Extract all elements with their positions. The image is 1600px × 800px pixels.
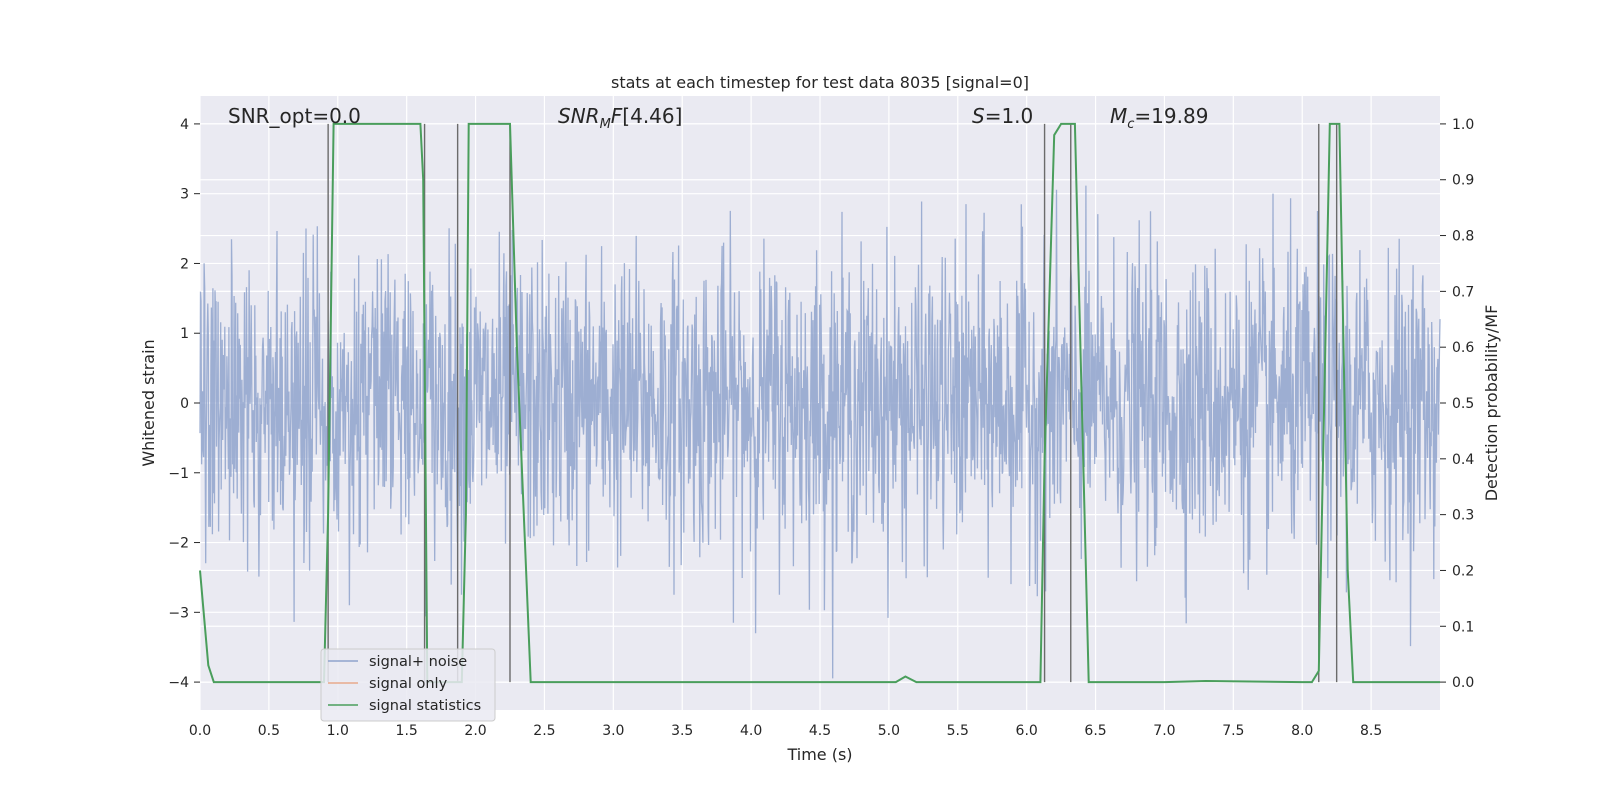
legend-label-noise: signal+ noise	[369, 654, 467, 670]
y-tick-label: 0	[180, 396, 189, 412]
x-tick-label: 3.0	[602, 723, 624, 739]
signal-noise-series	[199, 185, 1441, 679]
y2-tick-label: 0.0	[1452, 675, 1474, 691]
y-axis-label: Whitened strain	[139, 339, 158, 466]
y2-tick-label: 0.3	[1452, 508, 1474, 524]
y-tick-label: −2	[168, 536, 189, 552]
x-tick-label: 2.0	[464, 723, 486, 739]
y2-tick-label: 0.4	[1452, 452, 1474, 468]
x-tick-label: 0.0	[189, 723, 211, 739]
y-tick-label: 2	[180, 256, 189, 272]
y2-tick-label: 1.0	[1452, 117, 1474, 133]
y2-tick-label: 0.1	[1452, 619, 1474, 635]
x-tick-label: 6.0	[1016, 723, 1038, 739]
x-tick-label: 2.5	[533, 723, 555, 739]
x-ticks: 0.0 0.5 1.0 1.5 2.0 2.5 3.0 3.5 4.0 4.5 5.0 5.5 6.0 6…	[189, 723, 1382, 739]
x-tick-label: 7.5	[1222, 723, 1244, 739]
y2-tick-label: 0.2	[1452, 563, 1474, 579]
y2-tick-label: 0.8	[1452, 229, 1474, 245]
y2-tick-label: 0.9	[1452, 173, 1474, 189]
x-tick-label: 1.5	[396, 723, 418, 739]
x-tick-label: 5.5	[947, 723, 969, 739]
y-tick-label: 3	[180, 187, 189, 203]
y-tick-label: −4	[168, 675, 189, 691]
x-tick-label: 7.0	[1153, 723, 1175, 739]
legend-label-signal: signal only	[369, 676, 448, 692]
y2-tick-label: 0.6	[1452, 340, 1474, 356]
chart-title: stats at each timestep for test data 803…	[611, 73, 1029, 92]
legend-label-statistics: signal statistics	[369, 698, 481, 714]
stat-value: =1.0	[985, 104, 1034, 128]
y-tick-label: 4	[180, 117, 189, 133]
y2-axis-label: Detection probability/MF	[1482, 305, 1501, 502]
signal-noise-line	[199, 185, 1441, 679]
x-tick-label: 0.5	[258, 723, 280, 739]
x-tick-label: 8.5	[1360, 723, 1382, 739]
snr-mf-value: [4.46]	[622, 104, 682, 128]
x-tick-label: 4.5	[809, 723, 831, 739]
y-tick-label: 1	[180, 326, 189, 342]
legend: signal+ noise signal only signal statist…	[320, 648, 496, 722]
snr-opt-annotation: SNR_opt=0.0	[228, 104, 361, 128]
x-tick-label: 1.0	[327, 723, 349, 739]
snr-mf-annotation: SNRMF[4.46]	[558, 104, 682, 132]
x-axis-label: Time (s)	[786, 745, 852, 764]
signal-statistics-line	[199, 122, 1440, 684]
y-ticks: −4 −3 −2 −1 0 1 2 3 4	[168, 117, 200, 691]
legend-box	[320, 648, 496, 722]
x-tick-label: 6.5	[1084, 723, 1106, 739]
y-tick-label: −1	[168, 466, 189, 482]
y-tick-label: −3	[168, 605, 189, 621]
x-tick-label: 8.0	[1291, 723, 1313, 739]
x-tick-label: 4.0	[740, 723, 762, 739]
y2-ticks: 0.0 0.1 0.2 0.3 0.4 0.5 0.6 0.7 0.8 0.9 1.0	[1440, 117, 1474, 691]
signal-statistics-series	[199, 122, 1440, 684]
stat-annotation: S=1.0	[972, 104, 1033, 128]
mc-annotation: Mc=19.89	[1110, 104, 1208, 132]
y2-tick-label: 0.7	[1452, 284, 1474, 300]
x-tick-label: 5.0	[878, 723, 900, 739]
y2-tick-label: 0.5	[1452, 396, 1474, 412]
mc-value: =19.89	[1134, 104, 1208, 128]
x-tick-label: 3.5	[671, 723, 693, 739]
